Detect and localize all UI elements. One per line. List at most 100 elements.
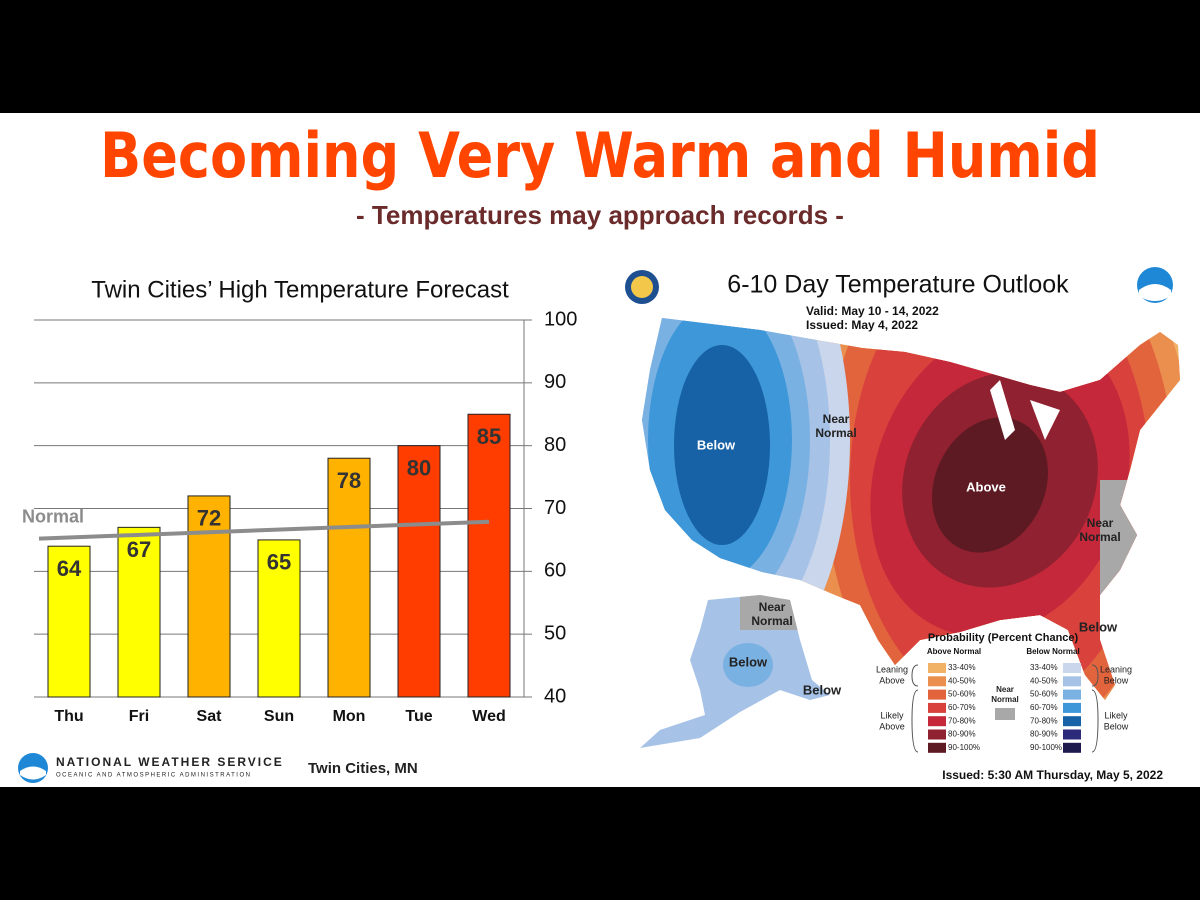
agency-sub: OCEANIC AND ATMOSPHERIC ADMINISTRATION	[56, 773, 251, 779]
legend-swatch	[928, 729, 946, 740]
data-label: 72	[197, 506, 221, 531]
data-label: 78	[337, 468, 361, 493]
nws-logo-wave	[20, 766, 46, 780]
label-line: Below	[803, 682, 842, 697]
legend-swatch	[928, 716, 946, 727]
legend-range: 40-50%	[1030, 676, 1058, 685]
legend-braces	[911, 664, 1099, 753]
map-title: 6-10 Day Temperature Outlook	[727, 271, 1069, 299]
label-line: Normal	[751, 614, 792, 628]
x-tick-label: Tue	[405, 708, 432, 725]
map-valid: Valid: May 10 - 14, 2022	[806, 304, 939, 318]
legend-swatch	[928, 702, 946, 713]
label-line: Below	[1079, 619, 1118, 634]
legend-range: 50-60%	[948, 690, 976, 699]
legend-header: Above Normal	[927, 647, 981, 656]
legend-range: 40-50%	[948, 676, 976, 685]
label-line: Likely	[1104, 710, 1128, 720]
legend-range: 80-90%	[1030, 730, 1058, 739]
chart-title: Twin Cities’ High Temperature Forecast	[91, 276, 509, 303]
doc-logo-inner	[631, 276, 653, 298]
office: Twin Cities, MN	[308, 760, 418, 777]
bar	[187, 495, 231, 698]
label-line: Above	[879, 675, 905, 685]
legend-range: 33-40%	[1030, 663, 1058, 672]
zone	[932, 417, 1048, 553]
bar	[397, 445, 441, 698]
legend-swatch	[1063, 702, 1081, 713]
label-line: Above	[966, 479, 1006, 494]
x-tick-label: Sun	[264, 708, 294, 725]
legend-range: 50-60%	[1030, 690, 1058, 699]
data-label: 65	[267, 550, 291, 575]
slide-title: Becoming Very Warm and Humid	[100, 119, 1100, 192]
data-label: 85	[477, 424, 501, 449]
legend-swatch	[928, 689, 946, 700]
legend-swatch	[1063, 742, 1081, 753]
map-issued: Issued: May 4, 2022	[806, 318, 918, 332]
zone	[674, 345, 770, 545]
legend-range: 90-100%	[948, 743, 980, 752]
x-tick-label: Thu	[54, 708, 83, 725]
legend-swatch	[1063, 716, 1081, 727]
normal-label: Normal	[22, 506, 84, 526]
agency-name: NATIONAL WEATHER SERVICE	[56, 755, 284, 769]
y-tick-label: 40	[544, 685, 566, 707]
zone	[723, 643, 773, 687]
label-line: Below	[697, 437, 736, 452]
legend-header: Below Normal	[1026, 647, 1079, 656]
bar	[117, 526, 161, 698]
legend-range: 70-80%	[1030, 716, 1058, 725]
legend-range: 60-70%	[948, 703, 976, 712]
data-label: 80	[407, 455, 431, 480]
legend-swatch	[928, 742, 946, 753]
legend-range: 80-90%	[948, 730, 976, 739]
issued: Issued: 5:30 AM Thursday, May 5, 2022	[942, 768, 1163, 782]
label-line: Normal	[991, 695, 1019, 704]
bar-chart: 40 50 60 70 80 90 100 64 Thu 67 Fri 72 Sat 65 Sun 78 Mon…	[22, 308, 577, 725]
label-line: Near	[1087, 516, 1114, 530]
legend-swatch	[1063, 676, 1081, 687]
legend-swatch	[928, 676, 946, 687]
label-line: Below	[1104, 721, 1129, 731]
legend-range: 33-40%	[948, 663, 976, 672]
y-tick-label: 60	[544, 560, 566, 582]
label-line: Below	[1104, 675, 1129, 685]
y-tick-label: 70	[544, 497, 566, 519]
label-line: Leaning	[1100, 664, 1132, 674]
label-line: Leaning	[876, 664, 908, 674]
label-line: Likely	[880, 710, 904, 720]
legend-range: 70-80%	[948, 716, 976, 725]
x-tick-label: Fri	[129, 708, 149, 725]
y-tick-label: 80	[544, 434, 566, 456]
legend-swatch	[928, 663, 946, 673]
legend-swatch	[1063, 729, 1081, 740]
label-line: Above	[879, 721, 905, 731]
label-line: Near	[759, 600, 786, 614]
y-tick-label: 90	[544, 371, 566, 393]
label-line: Near	[823, 412, 850, 426]
legend-swatch	[1063, 689, 1081, 700]
data-label: 67	[127, 537, 151, 562]
legend-range: 60-70%	[1030, 703, 1058, 712]
great-lakes	[990, 380, 1060, 440]
bar	[257, 539, 301, 698]
legend-title: Probability (Percent Chance)	[928, 632, 1079, 644]
near-normal-swatch	[995, 708, 1015, 720]
y-tick-label: 50	[544, 622, 566, 644]
x-tick-label: Sat	[197, 708, 223, 725]
label-line: Normal	[815, 426, 856, 440]
label-line: Normal	[1079, 530, 1120, 544]
slide-subtitle: - Temperatures may approach records -	[356, 200, 844, 230]
bar	[47, 545, 91, 698]
x-tick-label: Mon	[333, 708, 366, 725]
label-line: Near	[996, 685, 1014, 694]
legend-range: 90-100%	[1030, 743, 1062, 752]
normal-line	[38, 519, 490, 541]
noaa-logo-wave	[1139, 284, 1171, 301]
bar	[327, 457, 371, 698]
legend-swatch	[1063, 663, 1081, 673]
y-tick-label: 100	[544, 308, 577, 330]
